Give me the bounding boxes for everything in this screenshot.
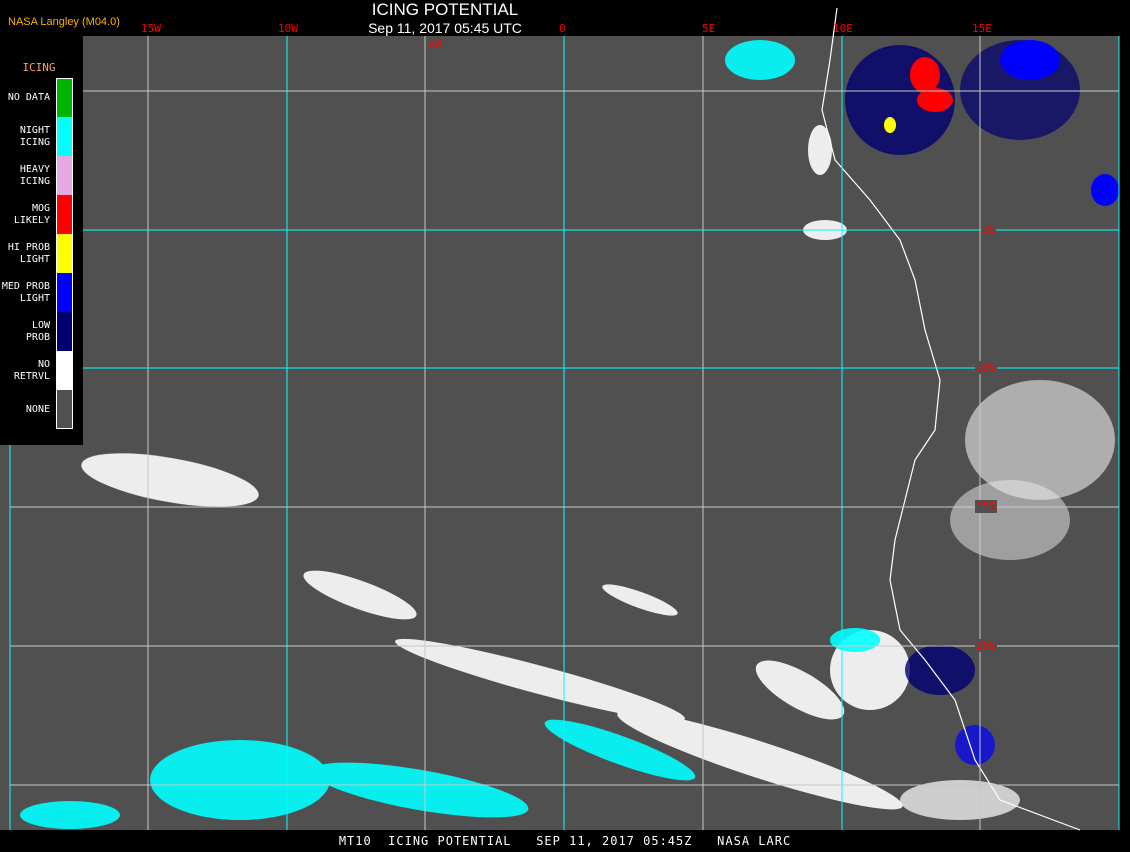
legend-title: ICING bbox=[22, 61, 56, 74]
lat-label: 10S bbox=[975, 361, 997, 374]
legend-swatch bbox=[56, 156, 73, 195]
icing-legend: ICING NO DATA NIGHT ICING HEAVY ICING MOG L… bbox=[0, 36, 83, 445]
legend-label: NO DATA bbox=[7, 92, 50, 103]
legend-swatch bbox=[56, 234, 73, 273]
legend-label: HEAVY ICING bbox=[19, 164, 50, 187]
lon-label: 15W bbox=[141, 22, 161, 35]
legend-swatch bbox=[56, 195, 73, 234]
legend-label: LOW PROB bbox=[25, 320, 50, 343]
legend-label: MED PROB LIGHT bbox=[1, 281, 50, 304]
legend-label: NONE bbox=[25, 404, 50, 415]
lon-label: 10E bbox=[833, 22, 853, 35]
legend-swatch bbox=[56, 78, 73, 117]
cloud-features bbox=[20, 7, 1119, 831]
legend-swatch bbox=[56, 117, 73, 156]
lon-label: 10W bbox=[278, 22, 298, 35]
lat-label: 5S bbox=[981, 223, 997, 236]
legend-label: MOG LIKELY bbox=[13, 203, 50, 226]
credit-label: NASA Langley (M04.0) bbox=[8, 16, 120, 28]
legend-swatch bbox=[56, 390, 73, 429]
legend-swatch bbox=[56, 351, 73, 390]
map-datetime: Sep 11, 2017 05:45 UTC bbox=[368, 20, 522, 36]
lon-label: 15E bbox=[972, 22, 992, 35]
lon-label: 0 bbox=[559, 22, 566, 35]
legend-swatch bbox=[56, 312, 73, 351]
legend-label: NIGHT ICING bbox=[19, 125, 50, 148]
lon-label: 5W bbox=[427, 37, 443, 50]
lat-label: 20S bbox=[975, 639, 997, 652]
map-title: ICING POTENTIAL bbox=[371, 0, 519, 19]
legend-label: NO RETRVL bbox=[13, 359, 50, 382]
legend-swatch bbox=[56, 273, 73, 312]
map-background bbox=[0, 36, 1119, 830]
legend-label: HI PROB LIGHT bbox=[7, 242, 50, 265]
lon-label: 5E bbox=[702, 22, 716, 35]
lat-label: 15S bbox=[975, 500, 997, 513]
footer-caption: MT10 ICING POTENTIAL SEP 11, 2017 05:45Z… bbox=[338, 834, 792, 848]
